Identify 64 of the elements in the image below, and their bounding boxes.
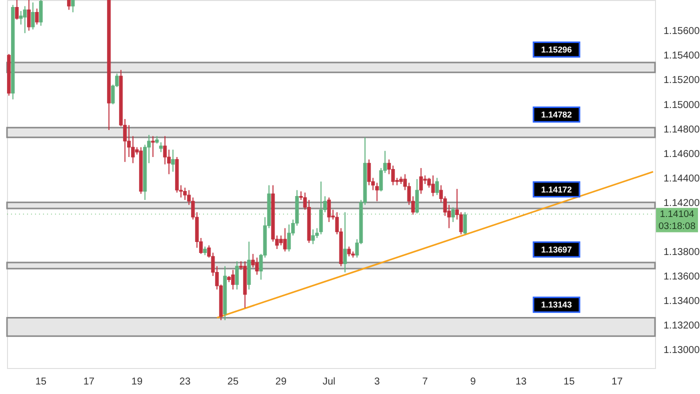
x-tick-label: 15 xyxy=(564,376,576,388)
x-tick-label: 17 xyxy=(83,376,95,388)
candlestick xyxy=(343,212,347,273)
candlestick xyxy=(39,0,43,26)
y-tick-label: 1.13200 xyxy=(664,320,700,332)
candlestick xyxy=(171,149,175,172)
candlestick xyxy=(231,269,235,290)
x-tick-label: 3 xyxy=(374,376,380,388)
candlestick xyxy=(435,177,439,196)
y-tick-label: 1.14800 xyxy=(664,124,700,136)
x-tick-label: 9 xyxy=(470,376,476,388)
candlestick xyxy=(23,6,27,34)
band-label: 1.14782 xyxy=(541,110,572,120)
candlestick xyxy=(27,0,31,32)
candlestick xyxy=(15,0,19,20)
y-tick-label: 1.14600 xyxy=(664,148,700,160)
x-tick-label: 29 xyxy=(275,376,287,388)
y-tick-label: 1.13400 xyxy=(664,296,700,308)
candlestick xyxy=(67,0,71,10)
candlestick xyxy=(279,235,283,246)
candlestick xyxy=(287,224,291,252)
candlestick xyxy=(235,260,239,290)
candlestick xyxy=(311,228,315,245)
candlestick xyxy=(255,257,259,276)
candlestick xyxy=(451,206,455,223)
y-tick-label: 1.13800 xyxy=(664,246,700,258)
x-tick-label: 25 xyxy=(227,376,239,388)
x-tick-label: 17 xyxy=(612,376,624,388)
candlestick xyxy=(151,136,155,158)
band-label: 1.14172 xyxy=(541,184,572,194)
candlestick xyxy=(31,2,35,30)
ref-line-label: 1.14104 xyxy=(660,209,694,220)
candlestick xyxy=(419,168,423,194)
candlestick xyxy=(71,0,75,13)
y-tick-label: 1.14400 xyxy=(664,173,700,184)
band-label: 1.13697 xyxy=(541,244,572,255)
x-tick-label: 13 xyxy=(515,376,528,388)
candlestick xyxy=(159,142,163,153)
x-tick-label: 7 xyxy=(422,376,428,388)
x-tick-label: 19 xyxy=(131,376,143,388)
candlestick xyxy=(283,228,287,252)
candlestick xyxy=(367,158,371,186)
x-tick-label: 15 xyxy=(35,376,47,388)
candlestick xyxy=(347,246,351,257)
y-tick-label: 1.13000 xyxy=(664,345,700,356)
x-tick-label: 23 xyxy=(179,376,191,388)
candlestick xyxy=(375,182,379,202)
x-tick-label: Jul xyxy=(322,376,336,388)
candlestick xyxy=(319,181,323,235)
band-label: 1.15296 xyxy=(541,44,572,55)
text: 03:18:08 xyxy=(658,221,696,232)
candlestick xyxy=(327,196,331,223)
y-tick-label: 1.14200 xyxy=(664,198,700,209)
candlestick xyxy=(431,174,435,197)
y-tick-label: 1.13600 xyxy=(664,272,700,282)
y-tick-label: 1.15000 xyxy=(664,100,700,111)
candlestick xyxy=(35,8,39,26)
candlestick xyxy=(415,178,419,214)
band-label: 1.13143 xyxy=(541,300,572,310)
y-tick-label: 1.15200 xyxy=(664,75,700,86)
y-tick-label: 1.15400 xyxy=(664,50,700,62)
y-tick-label: 1.15600 xyxy=(664,26,700,38)
candlestick xyxy=(463,212,467,235)
candlestick xyxy=(19,10,23,26)
